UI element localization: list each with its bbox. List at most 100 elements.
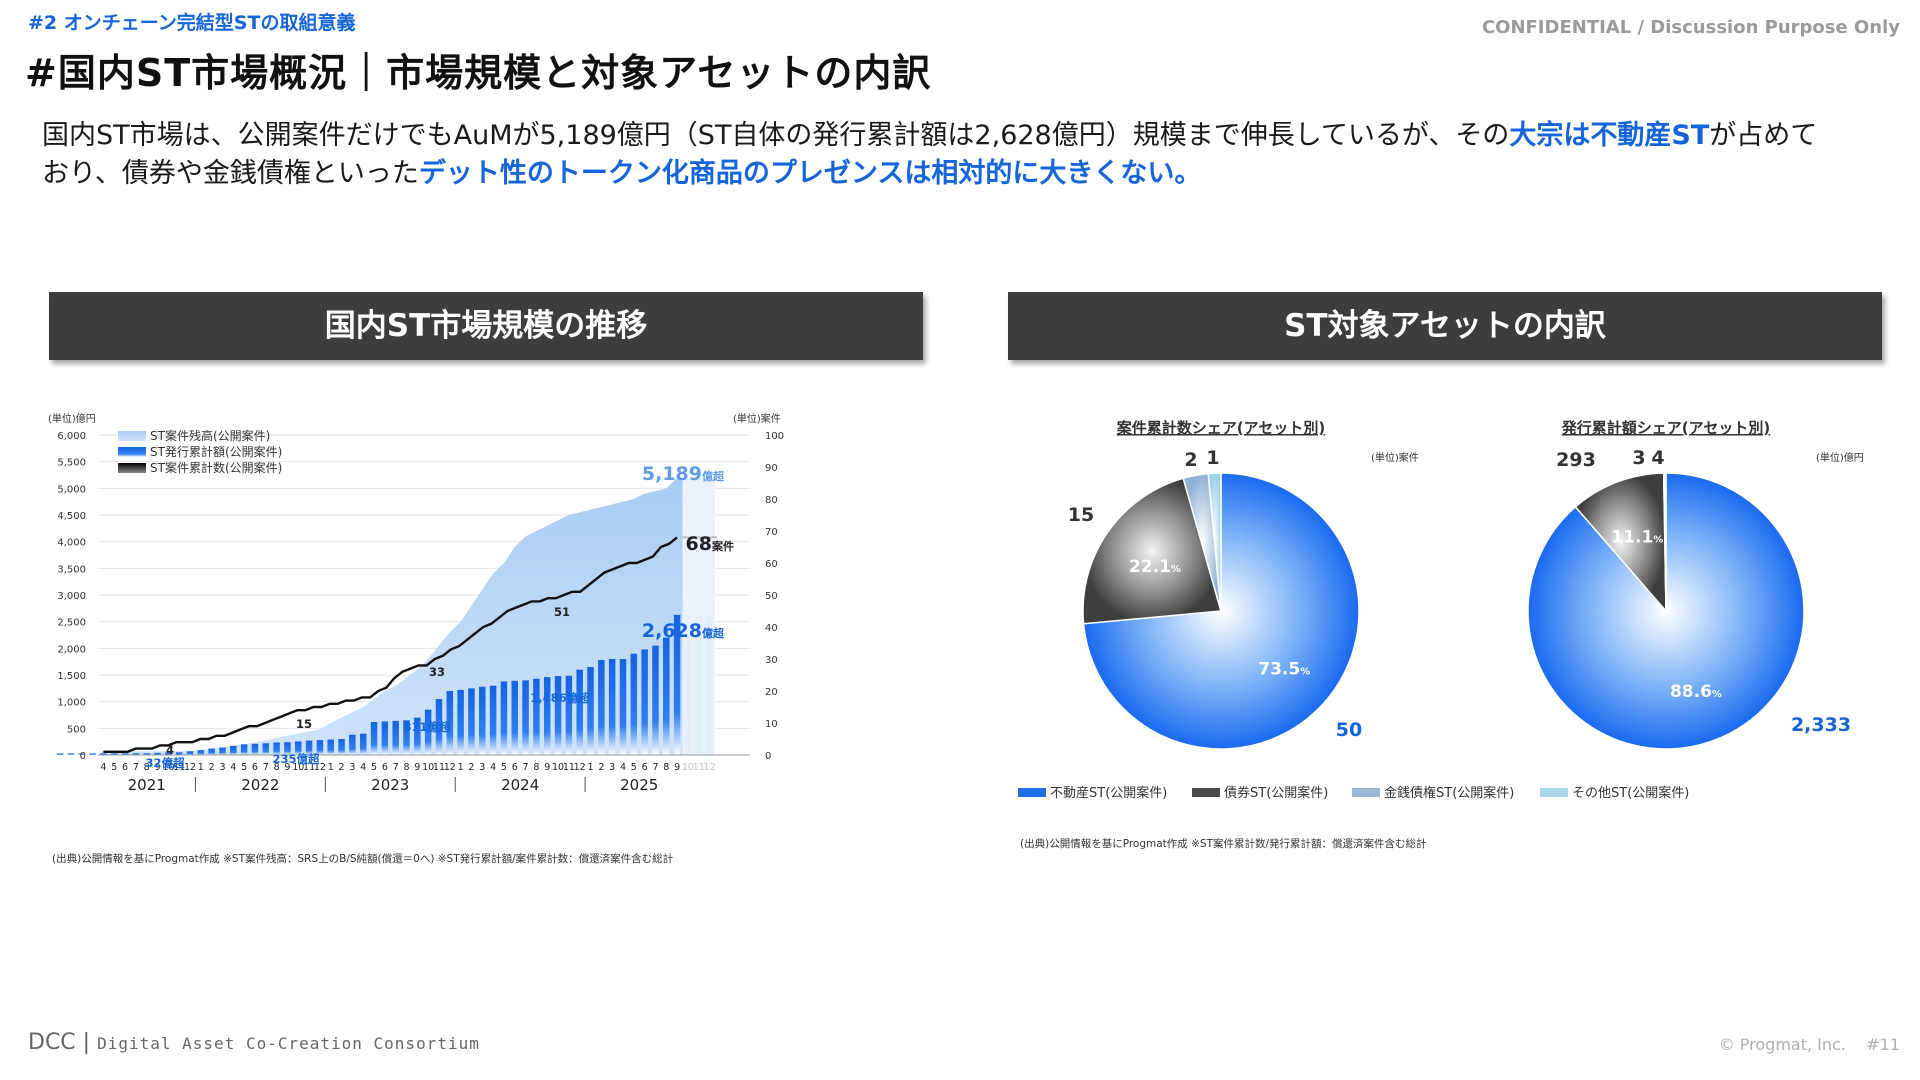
bar-st-issuance xyxy=(652,645,659,755)
bar-st-issuance xyxy=(619,659,627,755)
annotation-label: 33 xyxy=(429,665,445,679)
footer-logo: DCC | Digital Asset Co-Creation Consorti… xyxy=(28,1030,480,1055)
bar-projection xyxy=(695,614,703,755)
legend-swatch xyxy=(1192,788,1220,797)
x-tick-label: 11 xyxy=(303,762,315,773)
pie-pct-label: 11.1% xyxy=(1611,527,1663,547)
y2-tick-label: 80 xyxy=(765,495,778,506)
annotation-label: 32億超 xyxy=(145,756,185,770)
x-tick-label: 3 xyxy=(349,762,355,773)
bar-st-issuance xyxy=(349,734,356,755)
bar-st-issuance xyxy=(370,721,378,755)
bar-st-issuance xyxy=(608,659,616,755)
x-tick-label: 12 xyxy=(444,762,456,773)
x-tick-label: 9 xyxy=(544,762,550,773)
x-tick-label: 1 xyxy=(198,762,204,773)
x-tick-label: 1 xyxy=(587,762,593,773)
lead-text: 国内ST市場は、公開案件だけでもAuMが5,189億円（ST自体の発行累計額は2… xyxy=(42,117,1842,193)
bar-st-issuance xyxy=(165,752,172,755)
x-tick-label: 9 xyxy=(155,762,161,773)
x-tick-label: 5 xyxy=(501,762,507,773)
bar-st-issuance xyxy=(110,753,118,755)
x-tick-label: 11 xyxy=(693,762,705,773)
y-tick-label: 1,500 xyxy=(57,671,86,682)
bar-projection xyxy=(684,614,692,755)
bar-st-issuance xyxy=(533,678,540,755)
bar-st-issuance xyxy=(154,752,161,755)
x-tick-label: 7 xyxy=(652,762,658,773)
x-tick-label: 9 xyxy=(414,762,420,773)
bar-st-issuance xyxy=(403,720,410,755)
bar-st-issuance xyxy=(230,745,237,755)
y-tick-label: 2,500 xyxy=(57,618,86,629)
y2-axis-unit: (単位)案件 xyxy=(733,412,781,425)
legend-swatch xyxy=(118,447,146,457)
legend-swatch xyxy=(118,431,146,441)
pie-value-label: 4 xyxy=(1651,447,1664,469)
confidential-label: CONFIDENTIAL / Discussion Purpose Only xyxy=(1481,17,1900,38)
pie-slice xyxy=(1207,472,1222,612)
bar-st-issuance xyxy=(262,743,270,755)
bar-st-issuance xyxy=(121,753,129,755)
legend-swatch xyxy=(118,463,146,473)
bar-st-issuance xyxy=(338,739,345,755)
y-tick-label: 0 xyxy=(80,751,86,762)
legend-swatch xyxy=(1018,788,1046,797)
bar-st-issuance xyxy=(305,740,313,755)
x-tick-label: 4 xyxy=(490,762,496,773)
y2-tick-label: 10 xyxy=(765,719,778,730)
x-tick-label: 8 xyxy=(144,762,150,773)
bar-st-issuance xyxy=(576,669,583,755)
bar-st-issuance xyxy=(78,753,86,755)
asset-breakdown-chart: 73.5% 50 22.1% 15 2 1 案件累計数シェア(アセット別) (単位)案件 88… xyxy=(1018,419,1864,850)
line-st-count xyxy=(103,536,678,753)
bar-st-issuance xyxy=(435,699,443,755)
bar-st-issuance xyxy=(489,685,497,755)
bar-st-issuance xyxy=(500,681,508,755)
x-tick-label: 12 xyxy=(184,762,196,773)
bar-st-issuance xyxy=(587,667,594,755)
lead-part1: 国内ST市場は、公開案件だけでもAuMが5,189億円（ST自体の発行累計額は2… xyxy=(42,120,1510,151)
x-tick-label: 4 xyxy=(360,762,366,773)
pie-value-label: 293 xyxy=(1556,449,1596,471)
x-tick-label: 12 xyxy=(574,762,586,773)
bar-st-issuance xyxy=(522,680,529,755)
pie-value-label: 3 xyxy=(1632,447,1645,469)
legend-label: 不動産ST(公開案件) xyxy=(1050,785,1167,801)
bar-st-issuance xyxy=(414,717,421,755)
market-size-chart: 6,000 5,500 5,000 4,500 4,000 3,500 3,000 2,500… xyxy=(48,412,784,865)
annotation-label: 235億超 xyxy=(272,752,320,766)
y-tick-label: 2,000 xyxy=(57,644,86,655)
x-tick-label: 10 xyxy=(422,762,434,773)
bar-st-issuance xyxy=(630,653,638,755)
legend-label: 金銭債権ST(公開案件) xyxy=(1384,785,1514,801)
footer-copyright: © Progmat, Inc. #11 xyxy=(1719,1035,1900,1054)
legend-swatch xyxy=(1540,788,1568,797)
bar-st-issuance xyxy=(641,649,648,755)
x-tick-label: 12 xyxy=(704,762,716,773)
x-tick-label: 3 xyxy=(609,762,615,773)
y-tick-label: 3,000 xyxy=(57,591,86,602)
bar-st-issuance xyxy=(219,747,226,755)
bar-st-issuance xyxy=(316,740,324,755)
x-tick-label: 7 xyxy=(393,762,399,773)
x-tick-label: 10 xyxy=(682,762,694,773)
bar-st-issuance xyxy=(251,743,259,755)
bar-st-issuance xyxy=(479,686,486,755)
annotation-label: 4 xyxy=(166,743,174,757)
legend-label: ST案件残高(公開案件) xyxy=(150,428,270,443)
pie-slice xyxy=(1527,472,1805,750)
x-tick-label: 2 xyxy=(468,762,474,773)
right-panel-title: ST対象アセットの内訳 xyxy=(1008,292,1882,360)
x-tick-label: 1 xyxy=(328,762,334,773)
pie-slice xyxy=(1082,477,1222,625)
bar-st-issuance xyxy=(89,753,96,755)
x-tick-label: 11 xyxy=(563,762,575,773)
y-tick-label: 4,000 xyxy=(57,538,86,549)
x-tick-label: 6 xyxy=(512,762,518,773)
left-panel-title: 国内ST市場規模の推移 xyxy=(49,292,923,360)
bar-st-issuance xyxy=(295,741,302,755)
x-tick-label: 8 xyxy=(533,762,539,773)
pie-slice xyxy=(1663,472,1667,612)
x-tick-label: 6 xyxy=(642,762,648,773)
